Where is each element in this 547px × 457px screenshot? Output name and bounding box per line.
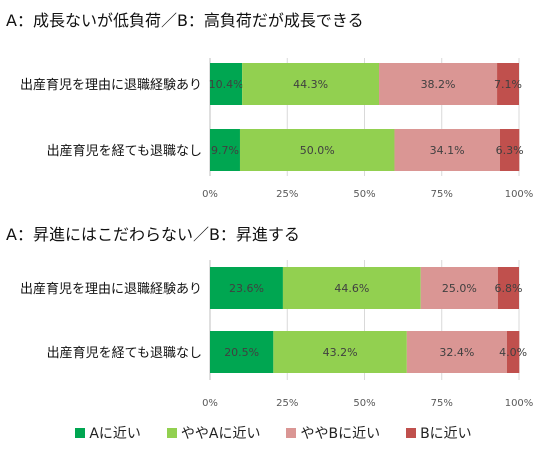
tick-label: 50%	[353, 189, 375, 200]
legend-swatch	[166, 428, 177, 438]
legend-label: Bに近い	[420, 426, 472, 442]
legend-label: ややAに近い	[180, 426, 261, 442]
category-label: 出産育児を経ても退職なし	[47, 143, 202, 159]
tick-label: 0%	[202, 398, 218, 409]
bar-segment	[379, 63, 498, 105]
data-label: 9.7%	[211, 144, 239, 157]
bar-segment	[282, 267, 421, 309]
data-label: 44.3%	[293, 78, 328, 91]
tick-label: 75%	[431, 189, 453, 200]
bar-segment	[506, 331, 520, 373]
bar-segment	[499, 129, 520, 171]
data-label: 10.4%	[209, 78, 244, 91]
bar-segment	[420, 267, 498, 309]
legend-item: ややBに近い	[286, 423, 380, 443]
legend-swatch	[286, 428, 297, 438]
bar-segment	[497, 267, 519, 309]
bar-segment	[394, 129, 500, 171]
category-label: 出産育児を経ても退職なし	[47, 345, 202, 361]
data-label: 50.0%	[300, 144, 335, 157]
legend-label: ややBに近い	[300, 426, 381, 442]
tick-label: 25%	[276, 189, 298, 200]
legend: Aに近い ややAに近い ややBに近い Bに近い	[0, 421, 547, 445]
bar-segment	[210, 267, 283, 309]
tick-label: 0%	[202, 189, 218, 200]
chart-title: A：成長ないが低負荷／B：高負荷だが成長できる	[6, 11, 364, 30]
data-label: 4.0%	[499, 346, 527, 359]
tick-label: 100%	[505, 398, 534, 409]
bar-segment	[210, 331, 274, 373]
bar-segment	[210, 63, 243, 105]
data-label: 34.1%	[430, 144, 465, 157]
tick-label: 25%	[276, 398, 298, 409]
data-label: 20.5%	[224, 346, 259, 359]
bar-segment	[273, 331, 407, 373]
bar-segment	[239, 129, 395, 171]
legend-item: Aに近い	[75, 423, 141, 443]
data-label: 38.2%	[421, 78, 456, 91]
data-label: 23.6%	[229, 282, 264, 295]
tick-label: 50%	[353, 398, 375, 409]
legend-label: Aに近い	[89, 426, 141, 442]
data-label: 6.8%	[495, 282, 523, 295]
chart-title: A：昇進にはこだわらない／B：昇進する	[6, 225, 300, 244]
bar-segment	[242, 63, 380, 105]
bar-segment	[497, 63, 519, 105]
data-label: 44.6%	[334, 282, 369, 295]
data-label: 25.0%	[442, 282, 477, 295]
data-label: 7.1%	[494, 78, 522, 91]
data-label: 32.4%	[439, 346, 474, 359]
legend-swatch	[75, 428, 86, 438]
tick-label: 75%	[431, 398, 453, 409]
bar-segment	[210, 129, 240, 171]
bar-segment	[406, 331, 507, 373]
data-label: 6.3%	[496, 144, 524, 157]
tick-label: 100%	[505, 189, 534, 200]
legend-item: Bに近い	[406, 423, 472, 443]
category-label: 出産育児を理由に退職経験あり	[20, 281, 202, 297]
category-label: 出産育児を理由に退職経験あり	[20, 77, 202, 93]
legend-swatch	[406, 428, 417, 438]
data-label: 43.2%	[323, 346, 358, 359]
legend-item: ややAに近い	[166, 423, 261, 443]
